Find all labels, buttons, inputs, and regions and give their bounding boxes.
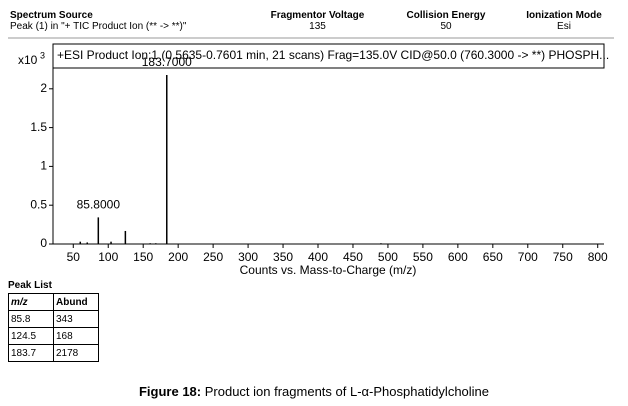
x-tick-label: 500 — [378, 250, 398, 264]
header-row: m/z Abund — [8, 293, 99, 311]
header-col: Spectrum Source Peak (1) in "+ TIC Produc… — [10, 10, 186, 32]
x-tick-label: 700 — [518, 250, 538, 264]
y-tick-label: 0.5 — [30, 197, 47, 211]
y-tick-label: 1 — [40, 159, 47, 173]
x-tick-label: 550 — [413, 250, 433, 264]
x-tick-label: 650 — [483, 250, 503, 264]
peak-list-title: Peak List — [8, 280, 52, 291]
cell: 85.8 — [8, 310, 54, 328]
peak-table: m/z Abund 85.8 343 124.5 168 183.7 2178 — [8, 293, 99, 362]
title-box — [52, 43, 605, 69]
header-title: Collision Energy — [406, 10, 486, 21]
header-value: Peak (1) in "+ TIC Product Ion (** -> **… — [10, 21, 187, 32]
x-tick-label: 750 — [553, 250, 573, 264]
cell: 2178 — [53, 344, 99, 362]
header-title: Fragmentor Voltage — [270, 10, 365, 21]
header-title: Ionization Mode — [526, 10, 602, 21]
x-tick-label: 50 — [67, 250, 81, 264]
header-col: Fragmentor Voltage 135 — [270, 10, 365, 32]
y-tick-label: 2 — [40, 81, 47, 95]
x-tick-label: 600 — [448, 250, 468, 264]
caption-label: Figure 18: — [138, 384, 202, 399]
x-tick-label: 800 — [588, 250, 608, 264]
cell: 124.5 — [8, 327, 54, 345]
peak-list: Peak List m/z Abund 85.8 343 124.5 168 183.… — [8, 280, 99, 362]
col-header: Abund — [53, 293, 99, 311]
x-tick-label: 100 — [98, 250, 118, 264]
header-value: 135 — [309, 21, 326, 32]
row: 183.7 2178 — [8, 344, 99, 362]
x-tick-label: 200 — [168, 250, 188, 264]
header-col: Ionization Mode Esi — [523, 10, 605, 32]
header-title: Spectrum Source — [10, 10, 93, 21]
x-tick-label: 250 — [203, 250, 223, 264]
caption-text: Product ion fragments of L-α-Phosphatidy… — [204, 384, 490, 399]
chart: +ESI Product Ion:1 (0.5635-0.7601 min, 2… — [8, 37, 614, 277]
row: 124.5 168 — [8, 327, 99, 345]
header-value: Esi — [557, 21, 571, 32]
y-label: x10 — [18, 53, 38, 67]
y-label-exponent: 3 — [40, 50, 45, 60]
caption: Figure 18: Product ion fragments of L-α-… — [0, 384, 628, 399]
col-header: m/z — [8, 293, 54, 311]
row: 85.8 343 — [8, 310, 99, 328]
x-tick-label: 150 — [133, 250, 153, 264]
peak-label: 85.8000 — [77, 198, 121, 212]
y-tick-label: 0 — [40, 236, 47, 250]
y-tick-label: 1.5 — [30, 120, 47, 134]
x-label: Counts vs. Mass-to-Charge (m/z) — [240, 263, 417, 277]
x-tick-label: 350 — [273, 250, 293, 264]
x-tick-label: 450 — [343, 250, 363, 264]
header-col: Collision Energy 50 — [405, 10, 487, 32]
peak-label: 183.7000 — [142, 55, 192, 69]
chart-title: +ESI Product Ion:1 (0.5635-0.7601 min, 2… — [57, 48, 609, 62]
x-tick-label: 300 — [238, 250, 258, 264]
x-tick-label: 400 — [308, 250, 328, 264]
cell: 183.7 — [8, 344, 54, 362]
cell: 168 — [53, 327, 99, 345]
header-value: 50 — [440, 21, 452, 32]
cell: 343 — [53, 310, 99, 328]
